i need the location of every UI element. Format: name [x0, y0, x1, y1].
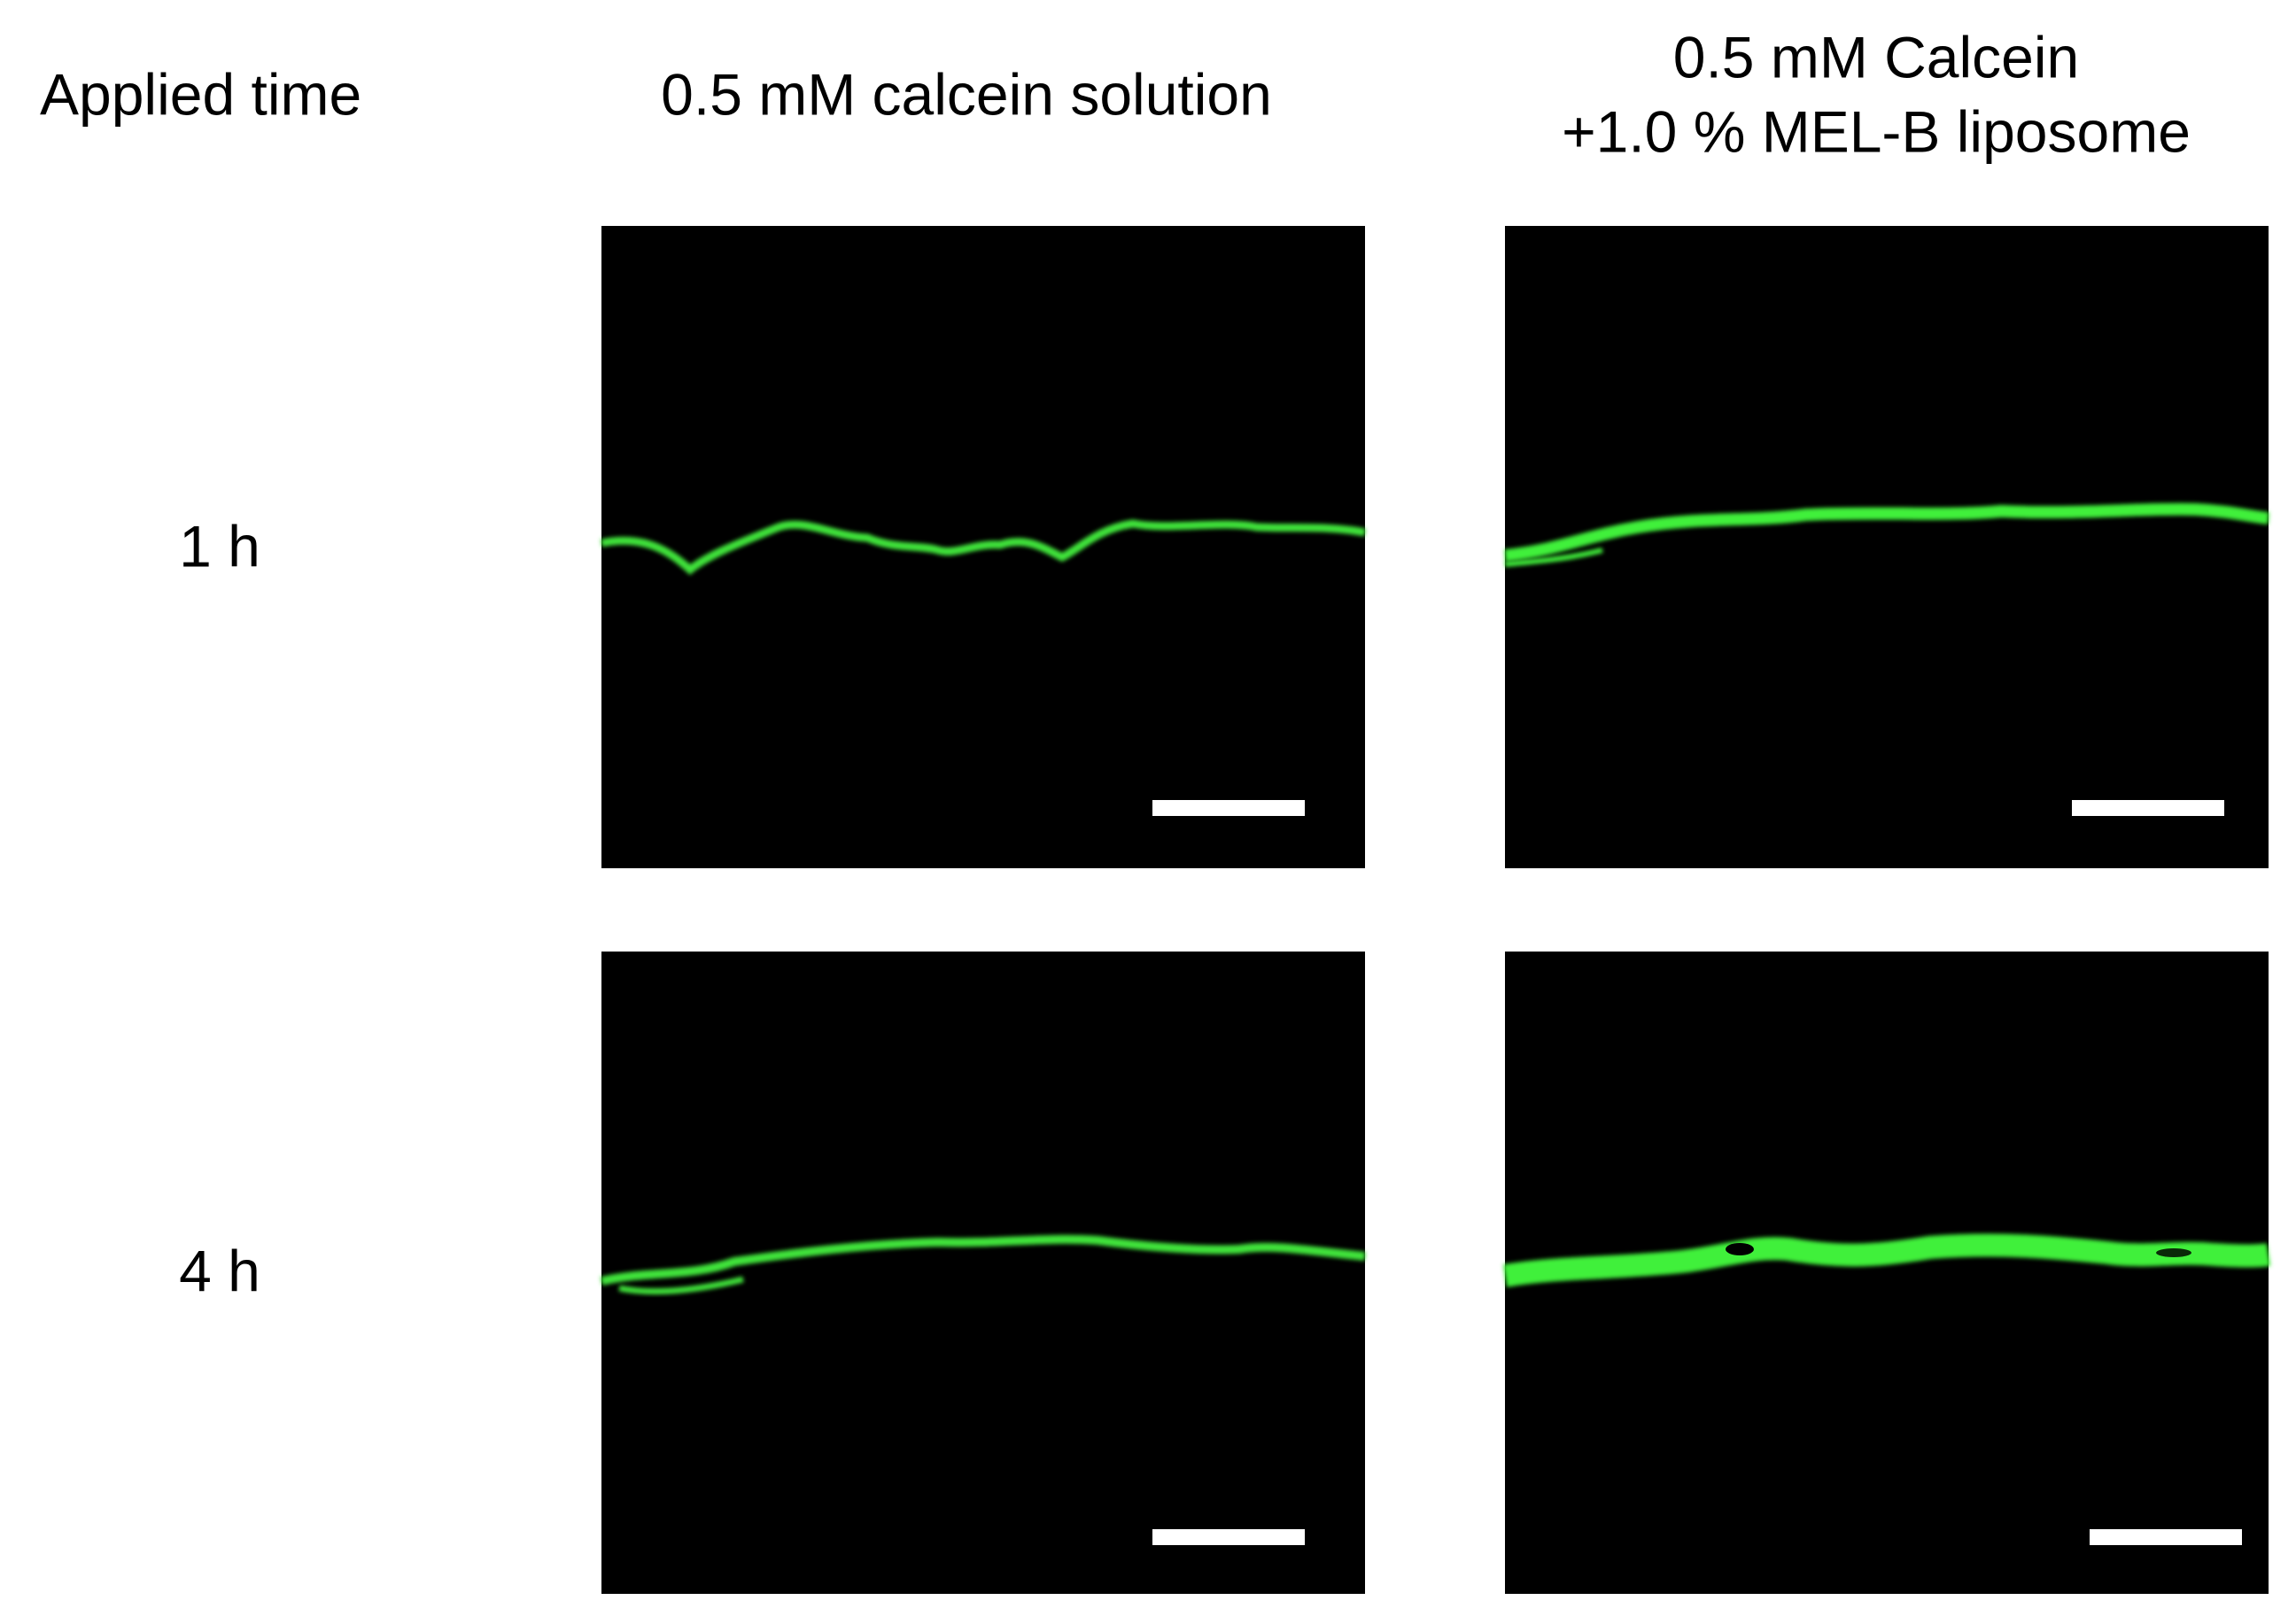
- row-label: 1 h: [179, 513, 260, 579]
- column-header: +1.0 % MEL-B liposome: [1562, 98, 2191, 164]
- micrograph: [601, 226, 1366, 868]
- column-header: 0.5 mM Calcein: [1673, 24, 2080, 89]
- column-header: 0.5 mM calcein solution: [661, 61, 1272, 127]
- row-header: Applied time: [40, 61, 361, 127]
- row-label: 4 h: [179, 1238, 260, 1303]
- micrograph: [1504, 226, 2269, 868]
- micrograph: [600, 952, 1366, 1594]
- micrograph: [1502, 952, 2271, 1594]
